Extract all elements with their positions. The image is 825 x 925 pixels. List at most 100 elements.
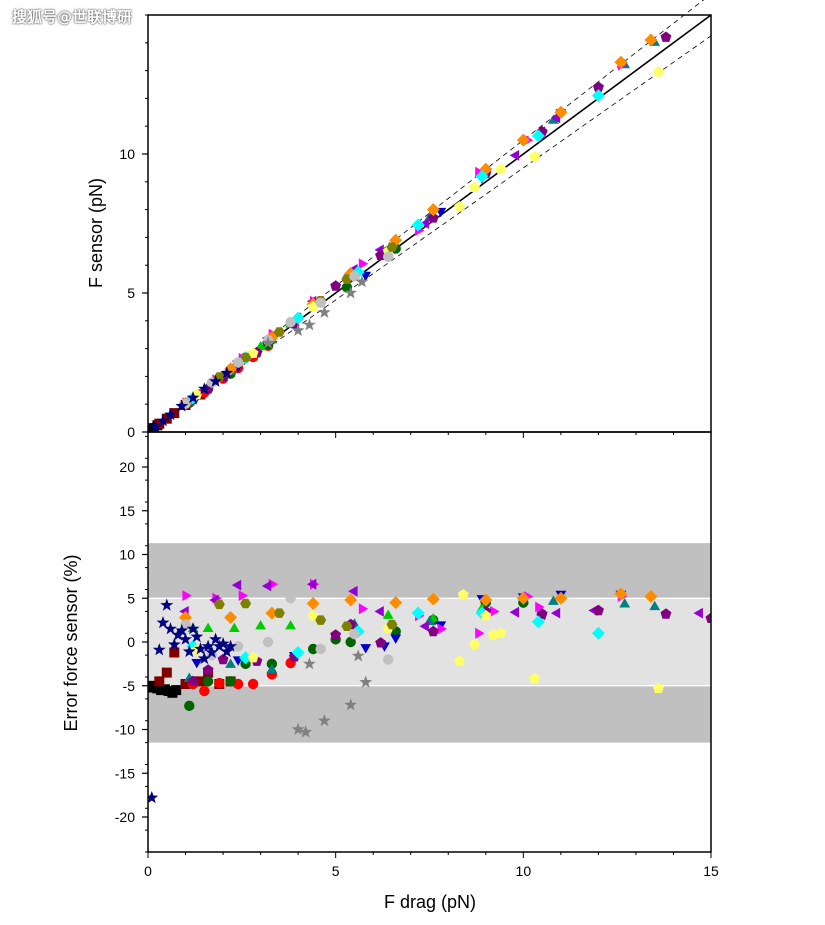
bottom-point-s9-7 (375, 637, 387, 648)
bottom-point-s10-5 (389, 596, 403, 610)
top-point-s10-8 (516, 133, 530, 147)
bottom-point-s8-6 (374, 606, 384, 617)
bottom-point-s11-1 (239, 651, 253, 665)
bottom-point-s10-11 (644, 590, 658, 603)
bottom-point-s10-6 (426, 592, 440, 606)
top-point-s7-5 (358, 258, 369, 270)
bottom-point-s15-17 (212, 639, 226, 652)
bottom-point-s11-6 (531, 615, 545, 629)
top-point-s9-10 (592, 81, 604, 92)
bottom-point-s15-6 (171, 628, 185, 641)
top-point-s16-5 (355, 275, 369, 288)
bottom-point-s15-11 (190, 630, 204, 643)
top-point-s15-1 (156, 414, 170, 427)
bottom-point-s4-1 (202, 622, 214, 632)
bottom-point-s15-18 (216, 637, 230, 650)
bottom-point-s8-3 (261, 580, 272, 592)
bottom-point-s15-12 (194, 642, 207, 655)
bottom-point-s2-2 (214, 677, 225, 689)
bottom-point-s4-4 (285, 620, 296, 630)
bottom-point-s4-2 (228, 622, 240, 632)
bottom-point-s12-5 (457, 589, 469, 600)
bottom-point-s14-6 (349, 628, 360, 640)
top-panel: 0 5 10 (119, 0, 712, 440)
top-point-s12-7 (529, 151, 541, 162)
top-point-s14-4 (285, 316, 296, 328)
bottom-point-s9-12 (660, 608, 672, 619)
bottom-point-s2-4 (247, 678, 259, 690)
bottom-point-s15-16 (209, 632, 222, 645)
top-point-s12-4 (454, 201, 465, 212)
bottom-point-s11-2 (291, 646, 305, 659)
bottom-point-s10-7 (479, 593, 493, 607)
bottom-point-s15-10 (186, 622, 200, 635)
bottom-y-tick-label: 0 (127, 634, 135, 650)
top-point-s12-5 (469, 181, 480, 192)
bottom-point-s12-11 (653, 682, 664, 693)
x-tick-label: 0 (144, 863, 152, 879)
bottom-point-s10-2 (265, 606, 279, 620)
top-point-s9-5 (330, 280, 342, 291)
bottom-point-s16-6 (359, 675, 373, 688)
bottom-point-s15-1 (152, 643, 166, 656)
top-point-s15-4 (186, 391, 200, 404)
top-point-s14-5 (315, 297, 326, 308)
bottom-point-s9-13 (705, 612, 711, 623)
bottom-point-s7-8 (475, 627, 485, 639)
bottom-point-s6-0 (191, 659, 203, 669)
bottom-y-tick-label: -5 (123, 678, 136, 694)
bottom-point-s15-4 (164, 622, 177, 635)
bottom-point-s16-4 (344, 698, 358, 711)
bottom-point-s10-8 (516, 591, 530, 605)
top-y-tick-label: 0 (127, 424, 135, 440)
bottom-point-s6-3 (360, 644, 372, 654)
bottom-y-tick-label: 5 (127, 590, 135, 606)
bottom-point-s15-8 (179, 632, 192, 645)
top-point-s16-0 (261, 336, 275, 349)
top-y-tick-label: 5 (127, 285, 135, 301)
bottom-point-s8-8 (509, 606, 519, 618)
bottom-point-s15-9 (182, 644, 196, 658)
bottom-point-s1-2 (169, 647, 180, 658)
bottom-point-s15-20 (224, 639, 237, 652)
bottom-point-s13-4 (341, 621, 353, 631)
top-point-s15-6 (209, 374, 222, 387)
x-tick-label: 10 (516, 863, 532, 879)
top-point-s10-9 (554, 105, 568, 119)
bottom-point-s3-1 (202, 676, 214, 687)
bottom-point-s9-11 (592, 604, 604, 616)
bottom-point-s5-6 (619, 598, 631, 608)
bottom-point-s15-3 (160, 598, 174, 611)
bottom-point-s15-7 (175, 623, 189, 637)
bottom-y-axis-label: Error force sensor (%) (61, 554, 81, 731)
bottom-point-s4-3 (255, 620, 266, 630)
top-point-s6-3 (360, 271, 372, 282)
bottom-point-s16-3 (318, 714, 331, 727)
top-point-s8-8 (509, 150, 519, 161)
bottom-point-s8-5 (348, 585, 358, 597)
bottom-y-tick-label: -10 (115, 722, 135, 738)
bottom-point-s7-9 (490, 606, 500, 617)
x-tick-label: 15 (703, 863, 719, 879)
bottom-point-s5-2 (266, 663, 278, 674)
top-point-s14-6 (349, 271, 360, 282)
bottom-point-s13-2 (273, 608, 285, 618)
bottom-point-s16-5 (351, 649, 365, 662)
x-axis-label: F drag (pN) (384, 892, 476, 912)
bottom-y-tick-label: 20 (119, 459, 135, 475)
top-point-s11-5 (475, 169, 489, 183)
bottom-point-s10-1 (224, 611, 238, 624)
bottom-point-s13-3 (315, 615, 327, 625)
bottom-point-s7-2 (238, 590, 249, 601)
bottom-point-s16-2 (303, 657, 316, 670)
error-band-1 (148, 598, 711, 686)
bottom-point-s12-7 (480, 610, 492, 621)
bottom-point-s10-3 (306, 597, 320, 610)
bottom-point-s11-7 (591, 626, 605, 640)
top-point-s15-5 (197, 382, 211, 395)
bottom-point-s14-5 (315, 643, 326, 655)
top-point-s13-5 (386, 242, 398, 252)
bottom-point-s4-5 (382, 609, 394, 619)
bottom-point-s7-11 (535, 601, 545, 613)
x-tick-label: 5 (332, 863, 340, 879)
